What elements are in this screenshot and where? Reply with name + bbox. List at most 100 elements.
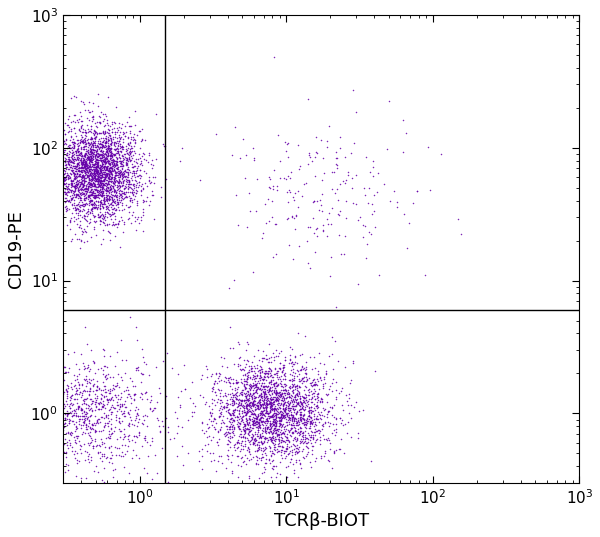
Point — [96, 177, 106, 185]
Point — [244, 401, 254, 410]
Point — [89, 150, 99, 158]
Point — [90, 194, 100, 202]
Point — [239, 396, 249, 405]
Point — [103, 177, 113, 185]
Point — [289, 359, 298, 368]
Point — [127, 133, 136, 141]
Point — [66, 193, 76, 202]
Point — [79, 166, 89, 175]
Point — [76, 159, 86, 168]
Point — [85, 153, 94, 162]
Point — [105, 143, 115, 152]
Point — [278, 420, 287, 429]
Point — [60, 157, 70, 166]
Point — [112, 183, 122, 192]
Point — [73, 118, 83, 127]
Point — [70, 118, 79, 126]
Point — [295, 405, 305, 413]
Point — [74, 165, 83, 174]
Point — [319, 226, 328, 235]
Point — [297, 379, 307, 387]
Point — [271, 419, 281, 427]
Point — [74, 201, 83, 210]
Point — [80, 158, 89, 166]
Point — [92, 186, 101, 194]
Point — [87, 134, 97, 142]
Point — [73, 191, 82, 199]
Point — [204, 423, 214, 432]
Point — [79, 138, 88, 147]
Point — [251, 377, 260, 386]
Point — [96, 427, 106, 436]
Point — [291, 436, 301, 445]
Point — [118, 177, 128, 185]
Point — [74, 164, 83, 173]
Point — [250, 394, 260, 402]
Point — [103, 151, 113, 160]
Point — [85, 395, 94, 403]
Point — [303, 400, 313, 409]
Point — [111, 382, 121, 390]
Point — [104, 169, 114, 178]
Point — [103, 158, 113, 167]
Point — [248, 397, 258, 405]
Point — [242, 396, 252, 405]
Point — [118, 142, 127, 151]
Point — [125, 183, 134, 191]
Point — [239, 382, 249, 390]
Point — [326, 252, 336, 261]
Point — [83, 454, 92, 463]
Point — [339, 448, 349, 457]
Point — [115, 169, 124, 177]
Point — [262, 219, 271, 227]
Point — [68, 411, 77, 419]
Point — [71, 425, 81, 433]
Point — [256, 414, 266, 423]
Point — [80, 150, 90, 159]
Point — [71, 209, 80, 217]
Point — [130, 438, 139, 446]
Point — [210, 376, 220, 385]
Point — [265, 404, 275, 412]
Point — [265, 422, 275, 431]
Point — [201, 362, 211, 371]
Point — [353, 433, 362, 442]
Point — [276, 423, 286, 432]
Point — [228, 406, 238, 415]
Point — [105, 389, 115, 397]
Point — [95, 177, 105, 186]
Point — [253, 393, 262, 402]
Point — [94, 419, 103, 427]
Point — [85, 107, 94, 116]
Point — [239, 403, 249, 412]
Point — [77, 157, 87, 166]
Point — [101, 121, 110, 129]
Point — [147, 190, 157, 199]
Point — [327, 410, 337, 419]
Point — [88, 444, 98, 453]
Point — [81, 170, 91, 178]
Point — [236, 400, 245, 408]
Point — [91, 141, 100, 150]
Point — [297, 402, 307, 411]
Point — [82, 160, 91, 169]
Point — [69, 187, 79, 196]
Point — [309, 388, 319, 397]
Point — [78, 181, 88, 190]
Point — [252, 372, 262, 381]
Point — [300, 404, 310, 413]
Point — [89, 222, 99, 231]
Point — [233, 422, 242, 430]
Point — [85, 215, 95, 223]
Point — [104, 165, 114, 174]
Point — [89, 380, 99, 388]
Point — [91, 165, 100, 173]
Point — [115, 206, 124, 215]
Point — [259, 382, 268, 391]
Point — [323, 389, 332, 398]
Point — [265, 364, 274, 372]
Point — [248, 418, 258, 426]
Point — [113, 168, 122, 177]
Point — [65, 180, 74, 188]
Point — [268, 181, 278, 190]
